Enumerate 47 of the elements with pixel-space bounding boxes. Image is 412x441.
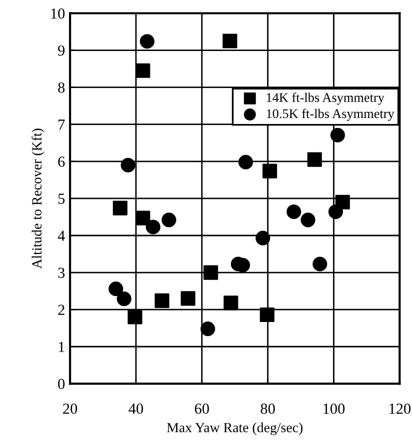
y-tick-label: 0 [58, 378, 65, 390]
point [112, 200, 128, 216]
point [136, 210, 150, 226]
x-tick-label: 80 [260, 404, 275, 414]
legend-label: 10.5K ft-lbs Asymmetry [266, 108, 394, 121]
point [203, 265, 218, 280]
y-tick-label: 7 [58, 120, 65, 130]
y-tick-label: 10 [51, 8, 65, 19]
x-tick-label: 60 [194, 404, 209, 414]
point [200, 322, 216, 336]
point [286, 204, 302, 220]
x-tick-label: 40 [128, 404, 144, 414]
x-tick-label: 120 [390, 404, 411, 414]
point [224, 296, 238, 310]
y-tick-label: 6 [58, 156, 65, 167]
point [256, 230, 270, 246]
point [238, 154, 253, 170]
y-tick-label: 1 [58, 342, 64, 352]
x-tick-label: 20 [63, 404, 78, 414]
y-tick-label: 8 [58, 82, 65, 93]
y-tick-label: 9 [58, 45, 65, 56]
point [162, 212, 176, 228]
y-tick-label: 2 [58, 304, 64, 315]
point [222, 34, 238, 48]
point [108, 282, 124, 296]
legend-label: 14K ft-lbs Asymmetry [266, 92, 384, 105]
point [307, 152, 322, 167]
point [330, 128, 345, 142]
point [154, 293, 170, 308]
y-tick-label: 4 [58, 230, 65, 241]
point [128, 310, 142, 324]
point [140, 34, 154, 49]
point [116, 292, 132, 306]
y-tick-label: 5 [58, 194, 65, 204]
point [300, 212, 316, 228]
x-tick-label: 100 [324, 404, 345, 414]
point [180, 291, 196, 306]
y-axis-title: Altitude to Recover (Kft) [32, 128, 44, 269]
point [312, 256, 328, 272]
point [260, 307, 274, 322]
point [120, 158, 136, 172]
point [146, 220, 160, 234]
y-tick-label: 3 [58, 268, 65, 278]
point [328, 204, 343, 220]
x-axis-title: Max Yaw Rate (deg/sec) [166, 422, 302, 436]
point [136, 63, 150, 78]
point [262, 164, 278, 178]
